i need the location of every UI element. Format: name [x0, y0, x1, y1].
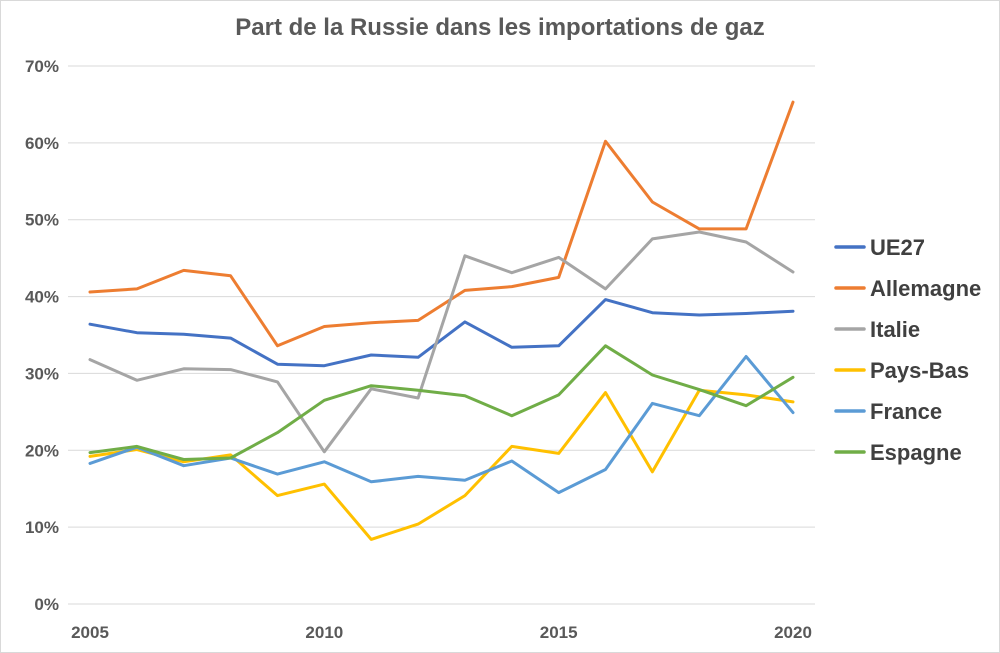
y-axis-tick-labels: 0% 10% 20% 30% 40% 50% 60% 70% — [25, 57, 59, 614]
x-tick-label: 2010 — [305, 623, 343, 642]
legend-label: UE27 — [870, 235, 925, 260]
legend: UE27 Allemagne Italie Pays-Bas France Espagne — [834, 235, 981, 465]
legend-label: Espagne — [870, 440, 962, 465]
series-line-france — [88, 355, 795, 495]
x-tick-label: 2005 — [71, 623, 109, 642]
chart-title: Part de la Russie dans les importations … — [235, 14, 765, 41]
x-tick-label: 2015 — [540, 623, 578, 642]
gridlines — [68, 65, 815, 605]
series-lines — [88, 100, 795, 541]
y-tick-label: 30% — [25, 364, 59, 383]
series-line-ue27 — [88, 298, 795, 368]
y-tick-label: 0% — [34, 595, 59, 614]
x-tick-label: 2020 — [774, 623, 812, 642]
y-tick-label: 10% — [25, 518, 59, 537]
y-tick-label: 40% — [25, 288, 59, 307]
series-line-allemagne — [88, 100, 795, 348]
y-tick-label: 70% — [25, 57, 59, 76]
x-axis-tick-labels: 2005 2010 2015 2020 — [71, 623, 812, 642]
y-tick-label: 20% — [25, 441, 59, 460]
series-line-italie — [88, 230, 795, 454]
legend-label: France — [870, 399, 942, 424]
legend-label: Italie — [870, 317, 920, 342]
legend-label: Allemagne — [870, 276, 981, 301]
series-line-espagne — [88, 344, 795, 461]
legend-label: Pays-Bas — [870, 358, 969, 383]
y-tick-label: 50% — [25, 211, 59, 230]
y-tick-label: 60% — [25, 134, 59, 153]
